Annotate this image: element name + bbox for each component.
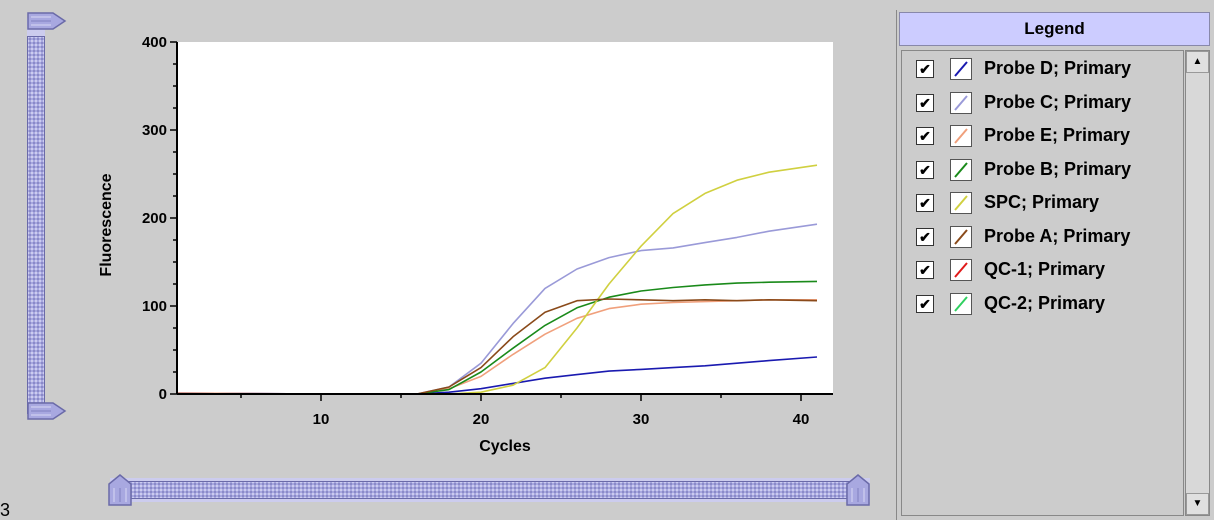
series-line (177, 298, 818, 395)
x-tick-label: 20 (473, 411, 490, 428)
y-axis-title: Fluorescence (98, 173, 115, 276)
legend-panel: Legend ✔ Probe D; Primary ✔ Probe C; Primar… (896, 10, 1213, 520)
legend-item-label: SPC; Primary (984, 192, 1100, 212)
legend-item[interactable]: ✔ Probe C; Primary (902, 89, 1182, 119)
legend-item-label: QC-2; Primary (984, 292, 1106, 313)
legend-scrollbar[interactable]: ▲ ▼ (1185, 50, 1210, 516)
legend-item[interactable]: ✔ SPC; Primary (902, 189, 1182, 219)
legend-swatch-icon (950, 225, 972, 248)
legend-item[interactable]: ✔ QC-1; Primary (902, 256, 1182, 286)
legend-checkbox[interactable]: ✔ (916, 294, 934, 313)
legend-item[interactable]: ✔ Probe D; Primary (902, 55, 1182, 85)
legend-item[interactable]: ✔ Probe E; Primary (902, 122, 1182, 152)
x-range-slider-thumb[interactable] (128, 481, 852, 499)
legend-item[interactable]: ✔ Probe B; Primary (902, 156, 1182, 186)
legend-swatch-icon (950, 259, 972, 281)
y-tick-label: 0 (159, 386, 167, 403)
plot-area (177, 42, 833, 394)
legend-swatch-icon (950, 292, 972, 315)
legend-item[interactable]: ✔ QC-2; Primary (902, 290, 1182, 320)
legend-item-label: Probe A; Primary (984, 225, 1131, 246)
amplification-chart: 0 100 200 300 400 10 20 30 40 Cycles Fluorescenc… (98, 34, 833, 455)
legend-checkbox[interactable]: ✔ (916, 127, 934, 145)
legend-item-label: Probe D; Primary (984, 58, 1132, 78)
y-range-min-handle[interactable] (27, 402, 67, 420)
legend-checkbox[interactable]: ✔ (916, 93, 934, 112)
scroll-down-arrow-icon[interactable]: ▼ (1186, 493, 1209, 515)
legend-checkbox[interactable]: ✔ (916, 60, 934, 78)
series-line (177, 280, 818, 395)
x-tick-label: 40 (793, 411, 810, 428)
legend-checkbox[interactable]: ✔ (916, 194, 934, 212)
legend-item[interactable]: ✔ Probe A; Primary (902, 223, 1182, 253)
legend-swatch-icon (950, 91, 972, 114)
x-range-slider[interactable] (110, 478, 870, 502)
legend-item-label: Probe C; Primary (984, 91, 1132, 112)
y-tick-label: 400 (142, 34, 167, 51)
legend-list: ✔ Probe D; Primary ✔ Probe C; Primary ✔ Probe… (901, 50, 1184, 516)
y-tick-label: 300 (142, 122, 167, 139)
x-tick-label: 10 (313, 411, 330, 428)
legend-swatch-icon (950, 192, 972, 214)
x-tick-label: 30 (633, 411, 650, 428)
legend-item-label: Probe B; Primary (984, 158, 1132, 179)
corner-label: 3 (0, 500, 11, 520)
ticks-layer: 0 100 200 300 400 10 20 30 40 (142, 34, 809, 428)
y-range-slider[interactable] (27, 18, 45, 414)
x-range-max-handle[interactable] (846, 474, 870, 506)
y-tick-label: 200 (142, 210, 167, 227)
y-range-max-handle[interactable] (27, 12, 67, 30)
scroll-up-arrow-icon[interactable]: ▲ (1186, 51, 1209, 73)
y-tick-label: 100 (142, 298, 167, 315)
legend-checkbox[interactable]: ✔ (916, 261, 934, 279)
legend-checkbox[interactable]: ✔ (916, 160, 934, 179)
x-range-min-handle[interactable] (108, 474, 132, 506)
legend-title: Legend (899, 12, 1210, 46)
legend-checkbox[interactable]: ✔ (916, 227, 934, 246)
legend-item-label: Probe E; Primary (984, 125, 1131, 145)
x-axis-title: Cycles (479, 438, 531, 455)
legend-item-label: QC-1; Primary (984, 259, 1106, 279)
legend-swatch-icon (950, 158, 972, 181)
legend-swatch-icon (950, 125, 972, 147)
legend-swatch-icon (950, 58, 972, 80)
y-range-slider-thumb[interactable] (27, 36, 45, 414)
